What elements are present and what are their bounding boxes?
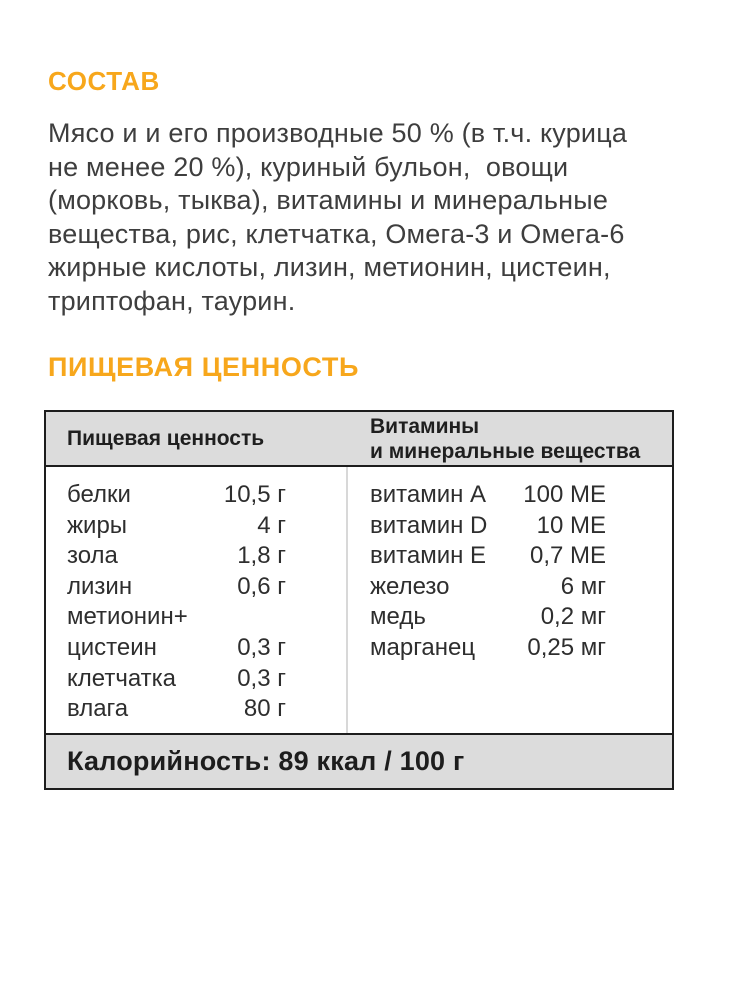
- nutrient-row: влага 80 г: [67, 694, 286, 725]
- nutrition-table: Пищевая ценность Витамины и минеральные …: [44, 410, 674, 790]
- nutrient-label: цистеин: [67, 633, 157, 661]
- header-label-vitamins-line2: и минеральные вещества: [370, 439, 641, 463]
- vitamin-value: 0,2 мг: [540, 603, 606, 631]
- vitamin-label: витамин A: [370, 481, 487, 508]
- nutrient-label: белки: [67, 481, 131, 508]
- nutrition-heading: ПИЩЕВАЯ ЦЕННОСТЬ: [48, 352, 359, 382]
- nutrition-table-body: белки 10,5 г жиры 4 г зола 1,8 г лизин 0…: [46, 467, 672, 733]
- vitamin-label: железо: [370, 572, 450, 600]
- header-cell-nutrition: Пищевая ценность: [46, 412, 350, 465]
- composition-heading: СОСТАВ: [48, 66, 160, 96]
- nutrient-label: метионин+: [67, 603, 188, 631]
- composition-line: триптофан, таурин.: [48, 285, 296, 316]
- vitamins-column: витамин A 100 МЕ витамин D 10 МЕ витамин…: [348, 467, 672, 733]
- nutrient-label: жиры: [67, 511, 128, 539]
- nutrients-column: белки 10,5 г жиры 4 г зола 1,8 г лизин 0…: [46, 467, 348, 733]
- vitamin-row: витамин D 10 МЕ: [370, 511, 606, 542]
- nutrition-table-header: Пищевая ценность Витамины и минеральные …: [46, 412, 672, 467]
- nutrient-row: цистеин 0,3 г: [67, 633, 286, 664]
- vitamin-row: витамин E 0,7 МЕ: [370, 541, 606, 572]
- nutrient-value: 4 г: [257, 511, 286, 539]
- nutrient-value: 0,3 г: [237, 633, 286, 661]
- composition-line: вещества, рис, клетчатка, Омега-3 и Омег…: [48, 218, 625, 249]
- vitamin-label: витамин D: [370, 511, 488, 539]
- vitamin-value: 0,25 мг: [527, 633, 606, 661]
- nutrient-row: зола 1,8 г: [67, 541, 286, 572]
- nutrient-value: 1,8 г: [237, 542, 286, 570]
- vitamin-label: марганец: [370, 633, 476, 661]
- nutrient-row: метионин+: [67, 602, 286, 633]
- vitamin-value: 10 МЕ: [536, 511, 606, 539]
- header-label-vitamins-line1: Витамины: [370, 414, 480, 438]
- composition-paragraph: Мясо и и его производные 50 % (в т.ч. ку…: [48, 117, 704, 318]
- nutrient-value: 80 г: [243, 695, 286, 723]
- vitamin-row: железо 6 мг: [370, 572, 606, 603]
- composition-line: жирные кислоты, лизин, метионин, цистеин…: [48, 252, 611, 282]
- header-cell-vitamins: Витамины и минеральные вещества: [350, 412, 672, 465]
- vitamin-value: 100 МЕ: [523, 481, 606, 508]
- header-label-nutrition: Пищевая ценность: [67, 427, 265, 450]
- nutrient-row: клетчатка 0,3 г: [67, 664, 286, 695]
- vitamin-label: медь: [370, 603, 426, 631]
- nutrient-label: влага: [67, 695, 129, 723]
- nutrient-label: лизин: [67, 572, 133, 600]
- nutrient-label: зола: [67, 542, 118, 570]
- vitamin-label: витамин E: [370, 542, 487, 570]
- vitamin-value: 6 мг: [560, 572, 606, 600]
- nutrient-value: 0,6 г: [237, 572, 286, 600]
- vitamin-row: марганец 0,25 мг: [370, 633, 606, 664]
- composition-line: не менее 20 %), куриный бульон, овощи: [48, 151, 569, 182]
- nutrient-row: лизин 0,6 г: [67, 572, 286, 603]
- calories-text: Калорийность: 89 ккал / 100 г: [67, 746, 465, 776]
- calories-row: Калорийность: 89 ккал / 100 г: [46, 733, 672, 788]
- nutrient-value: 10,5 г: [223, 481, 286, 508]
- vitamin-value: 0,7 МЕ: [529, 542, 606, 570]
- vitamin-row: витамин A 100 МЕ: [370, 480, 606, 511]
- vitamin-row: медь 0,2 мг: [370, 602, 606, 633]
- nutrient-label: клетчатка: [67, 664, 177, 692]
- nutrient-row: жиры 4 г: [67, 511, 286, 542]
- nutrient-value: 0,3 г: [237, 664, 286, 692]
- composition-line: (морковь, тыква), витамины и минеральные: [48, 185, 609, 215]
- nutrient-row: белки 10,5 г: [67, 480, 286, 511]
- composition-line: Мясо и и его производные 50 % (в т.ч. ку…: [48, 118, 628, 148]
